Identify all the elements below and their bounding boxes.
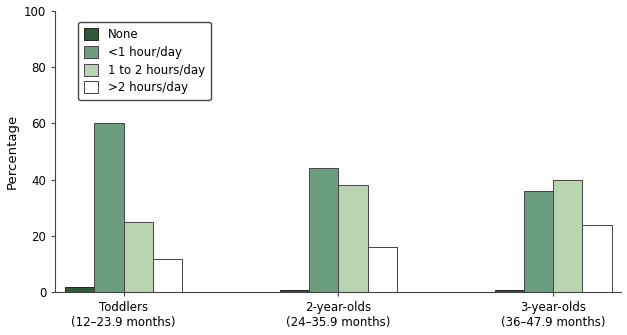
Bar	[280, 289, 309, 292]
Bar	[124, 222, 153, 292]
Bar	[309, 169, 339, 292]
Bar	[65, 287, 95, 292]
Bar	[95, 123, 124, 292]
Y-axis label: Percentage: Percentage	[6, 114, 19, 189]
Bar	[524, 191, 553, 292]
Bar	[339, 185, 367, 292]
Bar	[553, 180, 582, 292]
Bar	[582, 225, 612, 292]
Bar	[367, 247, 397, 292]
Legend: None, <1 hour/day, 1 to 2 hours/day, >2 hours/day: None, <1 hour/day, 1 to 2 hours/day, >2 …	[78, 22, 211, 100]
Bar	[495, 289, 524, 292]
Bar	[153, 259, 182, 292]
